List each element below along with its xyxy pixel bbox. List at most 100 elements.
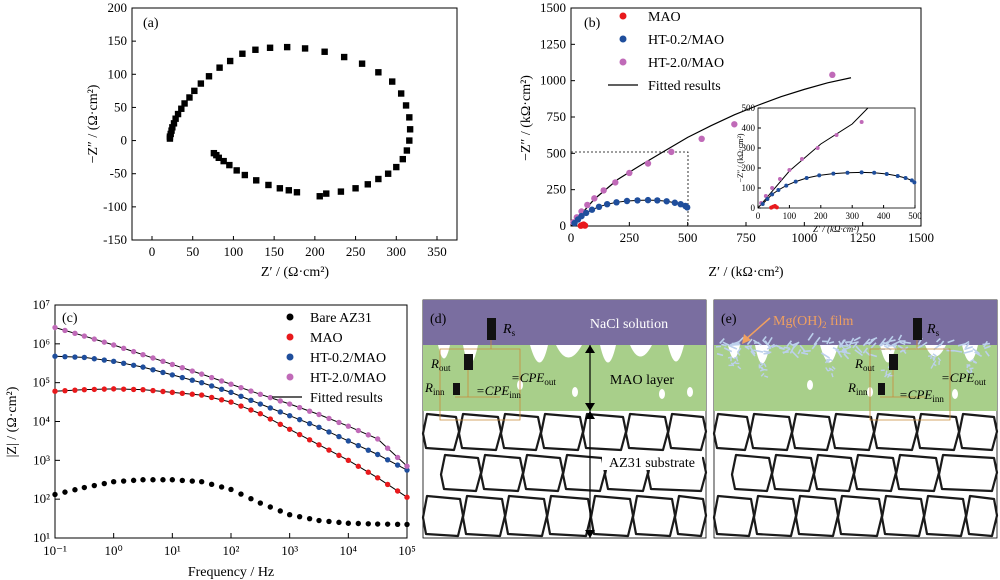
panel-a-ylabel: −Z″ / (Ω·cm²) [86,84,101,163]
bi-data-point [895,174,900,178]
c-data-point [306,420,313,427]
a-data-point [393,163,400,171]
c-data-point [81,333,88,339]
e-film-tail: film [827,314,854,329]
a-data-point [285,187,292,194]
c-data-point [267,416,274,422]
c-data-point [198,371,205,377]
bi-data-point [763,194,768,198]
bi-data-point [859,120,864,124]
c-data-point [394,454,401,461]
a-data-point [169,124,176,131]
a-xtick-label: 100 [224,244,244,259]
panel-c: (c) Frequency / Hz |Z| / (Ω·cm²) 10⁻¹10¹… [5,297,416,580]
c-data-point [286,401,293,407]
c-xtick-label: 10¹ [164,543,181,558]
c-data-point [394,488,401,494]
b-ytick-label: 1500 [540,0,566,15]
a-data-point [216,64,223,71]
a-xtick-label: 0 [149,244,156,259]
a-data-point [239,50,246,57]
a-data-point [168,127,175,134]
a-xtick-label: 250 [346,244,366,259]
a-data-point [375,175,382,183]
c-data-point [208,383,215,389]
panel-c-label: (c) [62,311,78,326]
panel-d-schematic: NaCl solution MAO layer AZ31 substrate R… [421,299,708,539]
b-legend-marker [619,35,627,43]
c-data-point [52,324,58,331]
c-legend-marker [286,333,294,341]
bi-data-point [777,177,782,181]
bi-data-point [760,202,765,206]
c-data-point [52,388,58,394]
a-data-point [226,161,233,169]
a-xtick-label: 350 [427,244,447,259]
c-data-point [355,463,362,469]
c-data-point [365,469,371,475]
c-data-point [345,520,352,526]
a-data-point [205,73,213,80]
a-data-point [186,94,193,101]
b-data-point [612,179,619,186]
bi-xtick-label: 500 [908,211,922,221]
c-data-point [140,477,146,483]
b-data-point [644,196,652,204]
bi-data-point [793,179,798,184]
c-data-point [110,478,117,485]
c-data-point [257,391,264,398]
c-data-point [257,411,264,417]
c-data-point [130,362,137,368]
c-data-point [374,451,381,458]
d-rs-sub: s [512,328,516,338]
b-data-point [663,198,670,205]
c-data-point [198,478,205,485]
a-ytick-label: -100 [103,199,127,214]
a-data-point [181,100,188,107]
c-ytick-label: 10¹ [33,530,50,545]
c-data-point [326,415,332,422]
c-data-point [365,521,371,527]
c-data-point [160,477,166,483]
e-rout-sub: out [863,363,875,373]
c-xtick-label: 10⁴ [340,543,358,558]
bi-data-point [834,133,839,137]
d-cpe-inn-text: =CPE [476,383,509,398]
c-data-point [384,445,391,451]
svg-text:=CPEinn: =CPEinn [899,387,944,404]
b-legend-label: Fitted results [648,79,721,94]
c-data-point [130,348,137,355]
c-data-point [296,513,303,520]
e-rinn-text: R [847,380,856,395]
a-data-point [170,120,178,127]
c-data-point [101,357,107,363]
c-data-point [120,386,127,392]
c-data-point [140,386,146,393]
e-film-label: Mg(OH) [773,314,822,329]
panel-e-schematic: Mg(OH)2 film Rs Rout Rinn =CPEout =CPEin… [712,299,999,539]
c-data-point [101,480,107,487]
a-data-point [252,46,259,53]
bi-data-point [903,176,908,180]
b-ytick-label: 0 [560,218,567,233]
c-data-point [150,355,156,361]
panel-a-axes [131,7,458,241]
b-data-point [731,121,738,128]
c-legend-marker [286,313,294,321]
d-substrate-grains [421,412,708,538]
b-ytick-label: 1000 [540,73,566,88]
b-ytick-label: 250 [547,182,567,197]
a-xtick-label: 200 [305,244,325,259]
b-data-point [595,203,603,211]
b-legend-label: MAO [648,10,681,25]
panel-a-label: (a) [143,16,159,31]
b-data-point [623,197,631,205]
b-data-point [603,201,611,208]
d-rs-resistor [487,318,496,340]
c-data-point [404,521,410,528]
a-data-point [316,193,323,200]
a-data-point [265,181,272,189]
c-data-point [91,356,98,362]
c-data-point [72,487,78,493]
